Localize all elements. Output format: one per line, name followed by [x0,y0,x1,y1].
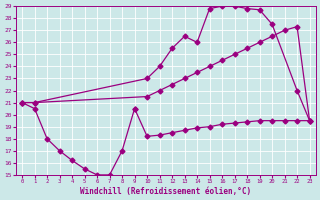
X-axis label: Windchill (Refroidissement éolien,°C): Windchill (Refroidissement éolien,°C) [80,187,252,196]
